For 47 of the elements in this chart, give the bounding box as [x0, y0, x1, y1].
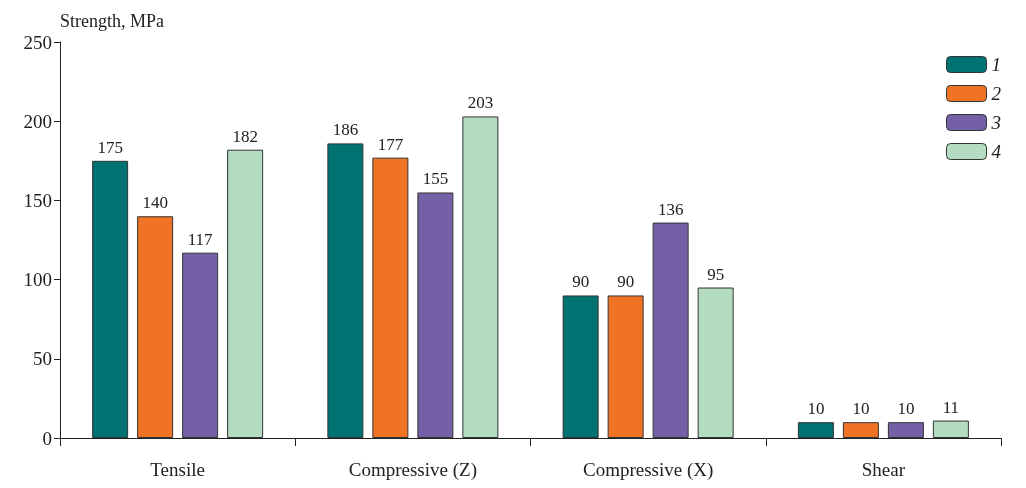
- x-tick-label: Tensile: [150, 459, 205, 480]
- bar: [697, 287, 734, 438]
- data-label: 10: [807, 399, 825, 419]
- data-label: 10: [897, 399, 915, 419]
- y-tick-label: 50: [33, 348, 52, 370]
- data-label: 136: [657, 199, 684, 219]
- legend-label: 4: [991, 141, 1002, 162]
- y-tick-label: 100: [23, 269, 52, 291]
- bar: [607, 295, 644, 438]
- data-label: 90: [617, 272, 635, 292]
- y-tick-label: 250: [23, 31, 52, 53]
- bar: [227, 149, 264, 438]
- bar: [887, 422, 924, 438]
- bar: [562, 295, 599, 438]
- data-label: 175: [97, 137, 123, 157]
- x-tick-label: Compressive (Z): [348, 459, 477, 481]
- bar: [652, 222, 689, 438]
- bar: [372, 157, 409, 438]
- data-label: 11: [942, 397, 960, 417]
- bar: [797, 422, 834, 438]
- data-label: 203: [467, 93, 494, 113]
- bar: [932, 420, 969, 438]
- data-label: 182: [232, 126, 258, 146]
- x-tick-label: Shear: [861, 459, 906, 480]
- bar: [182, 252, 219, 438]
- data-label: 155: [422, 169, 449, 189]
- y-axis-title: Strength, MPa: [60, 11, 165, 31]
- bar: [137, 216, 174, 438]
- bar: [417, 192, 454, 438]
- data-label: 95: [707, 264, 725, 284]
- data-label: 10: [852, 399, 870, 419]
- data-label: 140: [142, 193, 168, 213]
- data-label: 90: [572, 272, 590, 292]
- bar: [92, 160, 129, 438]
- data-label: 117: [187, 229, 214, 249]
- legend-label: 1: [991, 54, 1001, 75]
- bar: [462, 116, 499, 438]
- legend-label: 3: [990, 112, 1001, 133]
- bar: [842, 422, 879, 438]
- y-tick-label: 0: [42, 427, 52, 449]
- data-label: 177: [377, 134, 404, 154]
- y-tick-label: 150: [23, 189, 52, 211]
- legend-label: 2: [991, 83, 1002, 104]
- bar: [327, 143, 364, 438]
- x-tick-label: Compressive (X): [582, 459, 714, 481]
- data-label: 186: [332, 120, 359, 140]
- y-tick-label: 200: [23, 110, 52, 132]
